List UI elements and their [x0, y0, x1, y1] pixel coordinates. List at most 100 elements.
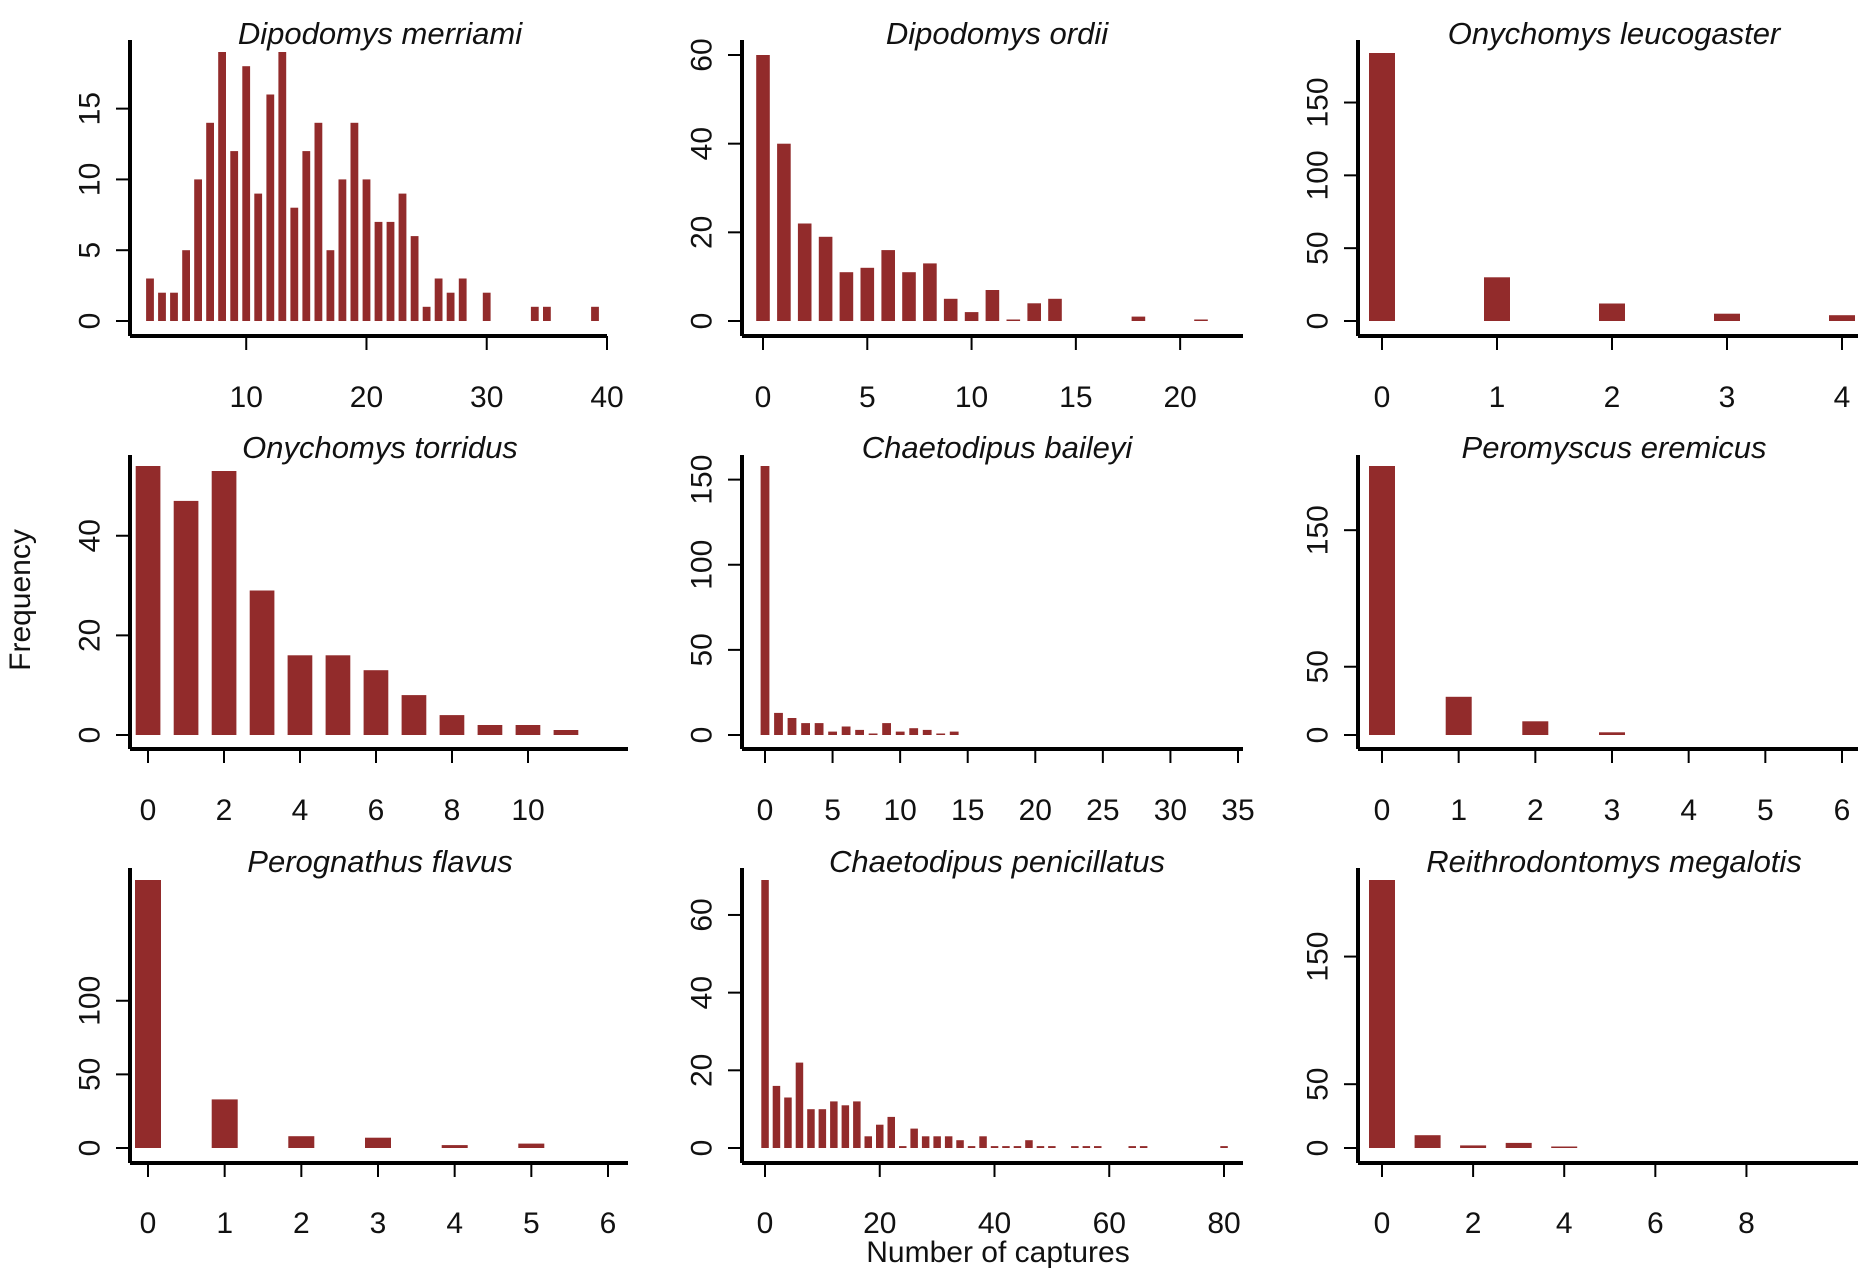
- panel-title: Chaetodipus baileyi: [862, 430, 1134, 465]
- histogram-bar: [1082, 1146, 1091, 1148]
- histogram-bar: [211, 1099, 238, 1148]
- panel-title: Dipodomys ordii: [886, 16, 1109, 51]
- histogram-bar: [772, 1085, 781, 1148]
- histogram-bar: [801, 723, 810, 735]
- histogram-bar: [530, 306, 539, 321]
- histogram-bar: [922, 729, 932, 735]
- x-tick-label: 15: [951, 794, 984, 827]
- histogram-bar: [1599, 732, 1625, 735]
- y-tick-label: 10: [74, 163, 107, 196]
- histogram-bar: [518, 1143, 545, 1148]
- y-tick-label: 0: [1302, 1140, 1335, 1157]
- histogram-bar: [760, 466, 770, 735]
- histogram-bar: [218, 52, 226, 321]
- histogram-bar: [230, 151, 239, 321]
- x-tick-label: 6: [600, 1207, 617, 1240]
- histogram-bar: [853, 1101, 861, 1148]
- histogram-bar: [787, 718, 797, 735]
- x-tick-label: 10: [883, 794, 916, 827]
- panel: 0 20 40 0 2 4 6 8 10 Onychomys torridus: [74, 430, 628, 827]
- histogram-bar: [839, 272, 854, 321]
- histogram-bar: [1013, 1146, 1022, 1148]
- histogram-bar: [242, 66, 251, 321]
- y-tick-label: 0: [686, 313, 719, 330]
- histogram-bar: [1006, 319, 1021, 321]
- histogram-bar: [881, 250, 895, 321]
- histogram-bar: [855, 729, 864, 735]
- x-tick-label: 10: [955, 381, 988, 414]
- histogram-bar: [985, 290, 1000, 321]
- histogram-bar: [1369, 53, 1395, 321]
- x-tick-label: 1: [1450, 794, 1467, 827]
- histogram-bar: [194, 179, 202, 321]
- x-tick-label: 2: [1527, 794, 1544, 827]
- x-tick-label: 15: [1059, 381, 1092, 414]
- histogram-bar: [249, 590, 275, 735]
- y-tick-label: 40: [686, 127, 719, 160]
- y-tick-label: 150: [1302, 505, 1335, 555]
- histogram-bar: [439, 715, 465, 735]
- histogram-bar: [401, 695, 427, 735]
- histogram-bar: [921, 1136, 930, 1148]
- histogram-bar: [936, 733, 946, 735]
- y-tick-label: 5: [74, 242, 107, 259]
- x-tick-label: 10: [230, 381, 263, 414]
- histogram-bar: [1071, 1146, 1079, 1148]
- x-tick-label: 6: [1834, 794, 1851, 827]
- histogram-bar: [814, 723, 824, 735]
- y-tick-label: 50: [686, 633, 719, 666]
- histogram-bar: [868, 733, 878, 735]
- panel-title: Onychomys leucogaster: [1448, 16, 1782, 51]
- histogram-bar: [1128, 1146, 1136, 1148]
- panel: 0 50 100 150 0 1 2 3 4 Onychomys leucogaster: [1302, 16, 1858, 414]
- histogram-bar: [398, 193, 407, 321]
- histogram-bar: [386, 221, 395, 321]
- histogram-bar: [1599, 303, 1625, 321]
- histogram-bar: [182, 250, 190, 321]
- histogram-bar: [944, 1136, 953, 1148]
- y-tick-label: 50: [1302, 650, 1335, 683]
- histogram-bar: [887, 1116, 895, 1148]
- histogram-bar: [933, 1136, 941, 1148]
- histogram-bar: [288, 1136, 315, 1148]
- y-tick-label: 20: [74, 619, 107, 652]
- x-tick-label: 4: [292, 794, 309, 827]
- histogram-bar: [797, 223, 812, 321]
- histogram-bar: [1369, 466, 1395, 735]
- x-tick-label: 0: [755, 381, 772, 414]
- panel-title: Onychomys torridus: [242, 430, 518, 465]
- x-tick-label: 1: [216, 1207, 233, 1240]
- histogram-bar: [1445, 696, 1472, 735]
- histogram-bar: [1414, 1135, 1441, 1148]
- histogram-bar: [287, 655, 313, 735]
- histogram-bar: [964, 312, 979, 321]
- histogram-bar: [290, 207, 299, 321]
- histogram-bar: [807, 1109, 815, 1148]
- x-tick-label: 30: [470, 381, 503, 414]
- y-tick-label: 150: [686, 455, 719, 505]
- figure-ylabel: Frequency: [4, 529, 37, 671]
- histogram-bar: [784, 1097, 792, 1148]
- x-tick-label: 2: [1604, 381, 1621, 414]
- histogram-bar: [515, 725, 541, 735]
- x-tick-label: 2: [216, 794, 233, 827]
- histogram-bar: [979, 1136, 987, 1148]
- x-tick-label: 8: [444, 794, 461, 827]
- x-tick-label: 3: [1719, 381, 1736, 414]
- x-tick-label: 0: [1374, 794, 1391, 827]
- histogram-bar: [543, 306, 551, 321]
- histogram-bar: [254, 193, 263, 321]
- x-tick-label: 0: [140, 794, 157, 827]
- histogram-bar: [1025, 1140, 1033, 1148]
- histogram-bar: [943, 298, 958, 321]
- histogram-bar: [362, 179, 371, 321]
- panel: 0 20 40 60 0 5 10 15 20 Dipodomys ordii: [686, 16, 1243, 414]
- figure-xlabel: Number of captures: [866, 1236, 1129, 1269]
- x-tick-label: 5: [859, 381, 876, 414]
- x-tick-label: 60: [1093, 1207, 1126, 1240]
- panel: 0 5 10 15 10 20 30 40 Dipodomys merriami: [74, 16, 624, 414]
- y-tick-label: 20: [686, 1054, 719, 1087]
- histogram-bar: [1484, 277, 1510, 321]
- histogram-bar: [173, 500, 199, 735]
